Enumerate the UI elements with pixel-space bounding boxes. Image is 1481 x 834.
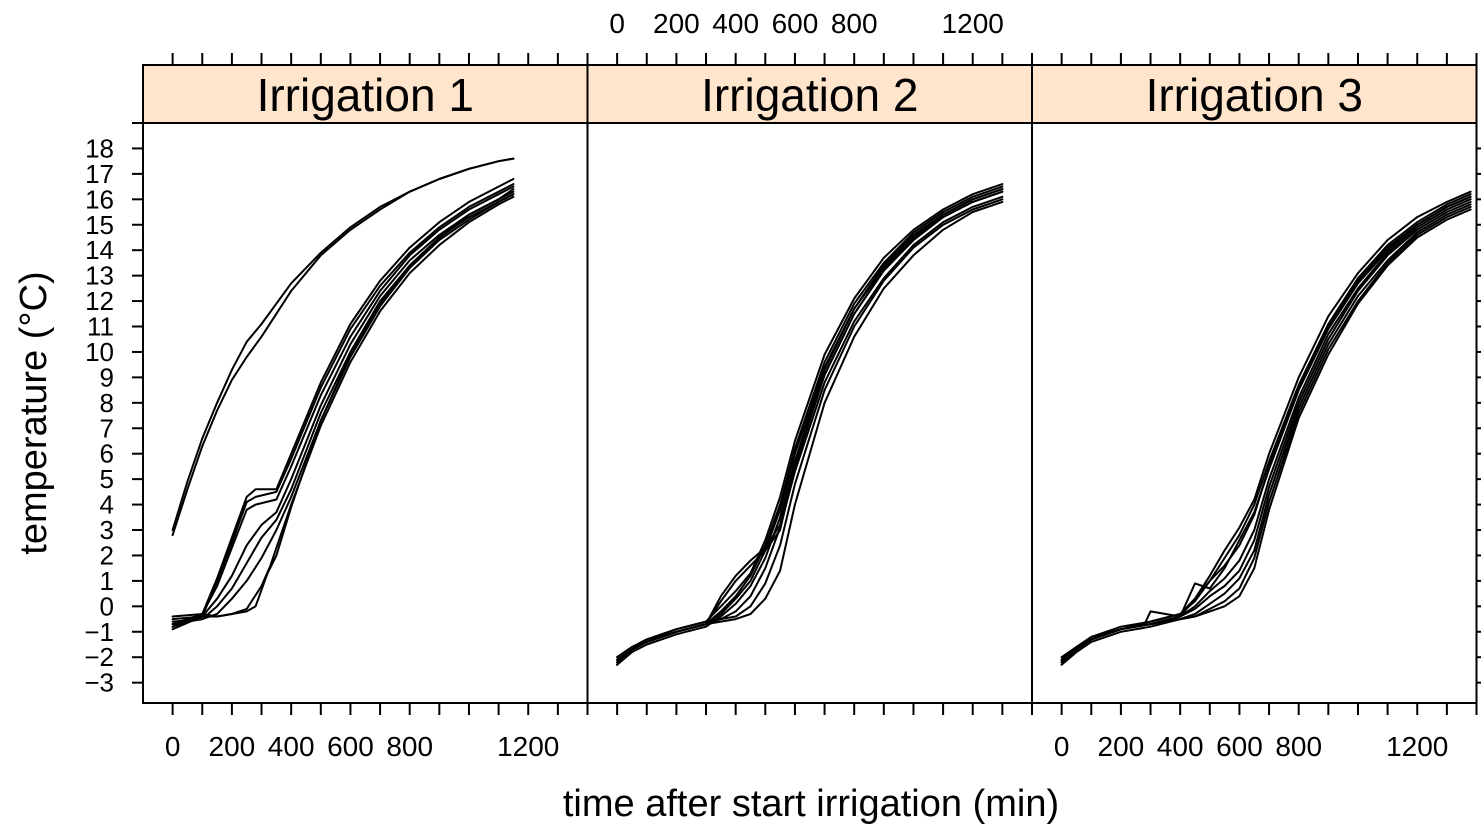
series-line-7 [1060,205,1472,666]
series-line-6 [1060,203,1472,664]
series-line-10 [171,188,515,618]
x-tick-label: 0 [1054,731,1070,762]
series-line-9 [1060,195,1472,661]
y-tick-label: 0 [100,591,114,621]
series-line-6 [171,190,515,628]
panels-layer: Irrigation 10 200 400 600 800 1200Irrigation … [142,8,1478,762]
y-tick-label: 18 [85,133,114,163]
series-line-9 [616,200,1004,664]
series-line-7 [616,195,1004,661]
series-line-8 [616,198,1004,659]
x-axis-title: time after start irrigation (min) [563,783,1059,825]
x-tick-label: 600 [772,8,819,39]
y-tick-label: 6 [100,439,114,469]
y-tick-label: −1 [84,617,114,647]
x-tick-label: 200 [209,731,256,762]
panel-1: Irrigation 1 0 200 400 600 800 1200 [142,53,589,762]
x-tick-label: 200 [1098,731,1145,762]
panel-2: Irrigation 2 0 200 400 600 800 1200 [586,8,1033,715]
x-tick-label: 1200 [1386,731,1448,762]
x-tick-label: 800 [386,731,433,762]
y-tick-label: 9 [100,362,114,392]
series-line-2 [1060,193,1472,659]
series-line-9 [171,195,515,621]
y-tick-label: 15 [85,210,114,240]
y-tick-label: 4 [100,490,114,520]
x-tick-label: 1200 [942,8,1004,39]
y-tick-label: 17 [85,159,114,189]
y-tick-label: 11 [87,312,114,342]
y-axis-title: temperature (°C) [13,271,55,554]
series-line-3 [171,183,515,631]
y-tick-label: 14 [85,235,114,265]
strip-background [142,64,589,124]
y-tick-label: 5 [100,464,114,494]
series-line-6 [616,190,1004,666]
strip-background [1031,64,1478,124]
series-line-5 [171,185,515,626]
series-line-8 [1060,208,1472,664]
strip-label: Irrigation 3 [1146,69,1363,121]
x-tick-label: 0 [165,731,181,762]
series-line-3 [1060,195,1472,661]
x-tick-label: 600 [327,731,374,762]
series-line-4 [171,178,515,628]
y-tick-label: 16 [85,184,114,214]
series-line-4 [1060,198,1472,664]
y-tick-label: 10 [85,337,114,367]
y-tick-label: 13 [85,261,114,291]
series-line-1 [1060,190,1472,661]
x-tick-label: 800 [831,8,878,39]
x-tick-label: 600 [1216,731,1263,762]
x-tick-label: 400 [712,8,759,39]
series-line-5 [1060,200,1472,661]
x-tick-label: 800 [1275,731,1322,762]
strip-label: Irrigation 2 [701,69,918,121]
panel-frame [1031,122,1478,704]
strip-label: Irrigation 1 [257,69,474,121]
x-tick-label: 400 [1157,731,1204,762]
x-tick-label: 400 [268,731,315,762]
panel-3: Irrigation 3 0 200 400 600 800 1200 [1031,53,1478,762]
series-line-8 [171,193,515,623]
x-tick-label: 1200 [497,731,559,762]
y-tick-label: 3 [100,515,114,545]
y-tick-label: 8 [100,388,114,418]
series-line-2 [171,157,515,537]
y-tick-label: −3 [84,668,114,698]
y-tick-label: 1 [100,566,114,596]
x-tick-label: 0 [609,8,625,39]
y-tick-label: 7 [100,413,114,443]
y-tick-label: 12 [85,286,114,316]
y-tick-label: −2 [84,642,114,672]
x-tick-label: 200 [653,8,700,39]
y-tick-label: 2 [100,540,114,570]
